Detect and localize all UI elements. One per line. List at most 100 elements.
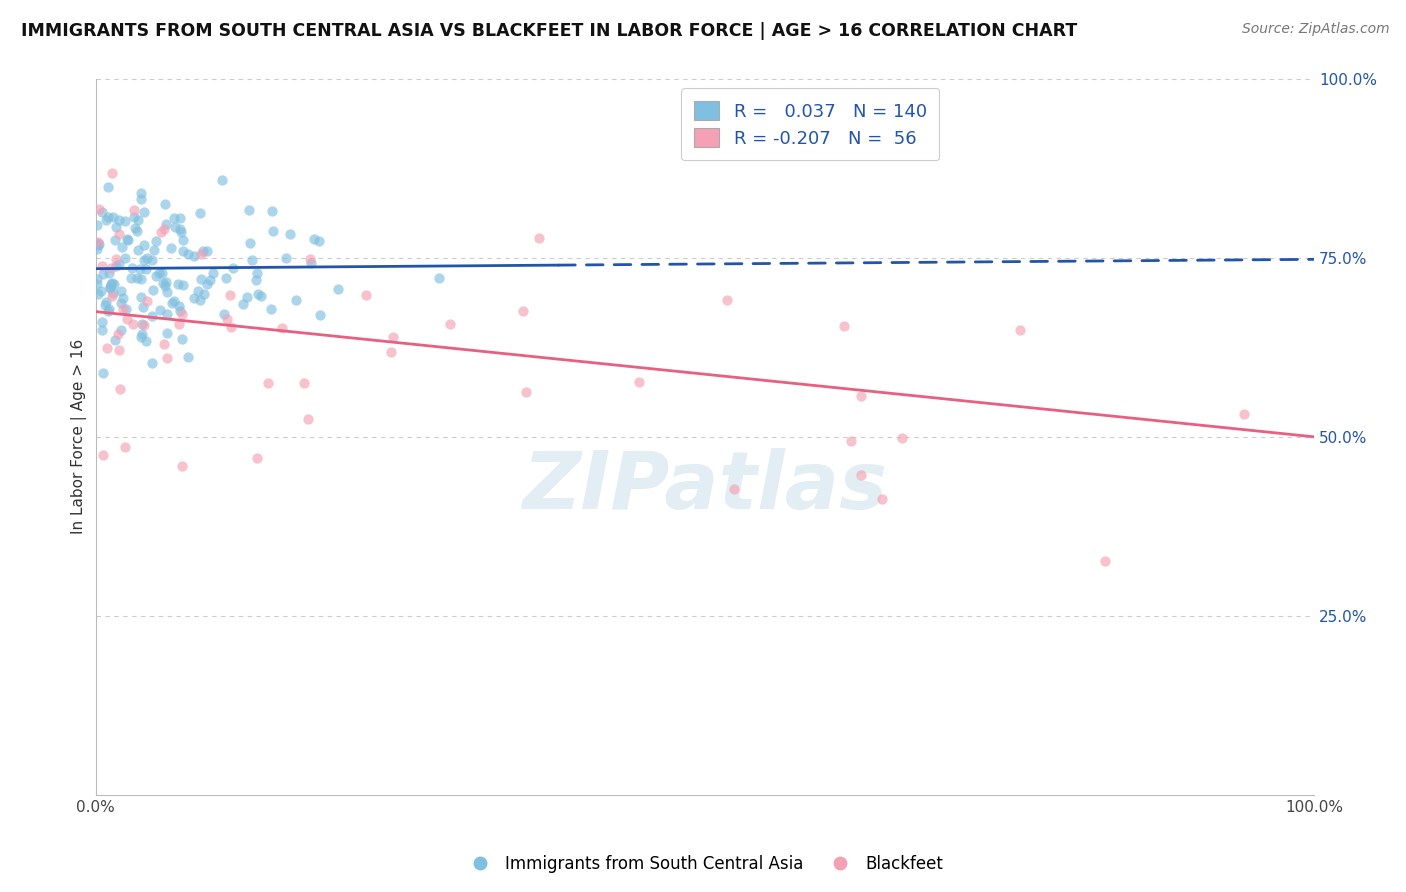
Point bbox=[308, 308, 330, 322]
Point bbox=[122, 318, 145, 332]
Point bbox=[114, 252, 136, 266]
Point bbox=[156, 307, 179, 321]
Point bbox=[129, 262, 152, 277]
Point bbox=[262, 203, 284, 218]
Point bbox=[143, 243, 166, 257]
Point bbox=[91, 260, 114, 274]
Point bbox=[172, 278, 194, 293]
Point bbox=[156, 285, 179, 299]
Text: ZIPatlas: ZIPatlas bbox=[522, 448, 887, 526]
Point bbox=[115, 301, 138, 316]
Point bbox=[101, 276, 124, 290]
Point bbox=[169, 211, 191, 225]
Point bbox=[97, 210, 120, 224]
Point bbox=[285, 293, 308, 307]
Point bbox=[129, 272, 152, 286]
Point bbox=[259, 301, 281, 316]
Point bbox=[250, 289, 273, 303]
Point bbox=[292, 376, 315, 390]
Point bbox=[723, 482, 745, 496]
Point bbox=[98, 281, 121, 295]
Point bbox=[155, 217, 177, 231]
Point bbox=[124, 221, 146, 235]
Point bbox=[1094, 554, 1116, 568]
Point bbox=[124, 203, 146, 218]
Point bbox=[212, 307, 235, 321]
Point bbox=[100, 277, 122, 292]
Point bbox=[1010, 323, 1032, 337]
Point bbox=[86, 218, 108, 232]
Point bbox=[131, 300, 153, 314]
Point bbox=[839, 434, 862, 448]
Point bbox=[107, 326, 129, 341]
Point bbox=[91, 366, 114, 380]
Point bbox=[149, 303, 172, 318]
Point bbox=[141, 252, 163, 267]
Point bbox=[183, 292, 205, 306]
Point bbox=[170, 225, 193, 239]
Point bbox=[115, 312, 138, 326]
Point bbox=[136, 293, 159, 308]
Point bbox=[100, 288, 122, 302]
Point bbox=[134, 204, 156, 219]
Point bbox=[169, 303, 191, 318]
Point bbox=[117, 232, 139, 246]
Legend: Immigrants from South Central Asia, Blackfeet: Immigrants from South Central Asia, Blac… bbox=[457, 848, 949, 880]
Point bbox=[246, 451, 269, 466]
Point bbox=[101, 286, 124, 301]
Point bbox=[183, 249, 205, 263]
Point bbox=[242, 253, 264, 268]
Point bbox=[110, 323, 132, 337]
Point bbox=[512, 303, 534, 318]
Point bbox=[215, 312, 238, 326]
Point bbox=[299, 256, 322, 270]
Point bbox=[100, 260, 122, 275]
Point bbox=[167, 277, 190, 292]
Point bbox=[105, 252, 128, 267]
Point bbox=[163, 211, 186, 226]
Point bbox=[195, 277, 218, 292]
Point bbox=[125, 271, 148, 285]
Point bbox=[162, 296, 184, 310]
Point bbox=[97, 180, 120, 194]
Point bbox=[103, 277, 125, 291]
Point bbox=[86, 287, 108, 301]
Point bbox=[155, 278, 177, 293]
Point bbox=[86, 272, 108, 286]
Point bbox=[195, 244, 218, 258]
Point bbox=[135, 334, 157, 348]
Text: IMMIGRANTS FROM SOUTH CENTRAL ASIA VS BLACKFEET IN LABOR FORCE | AGE > 16 CORREL: IMMIGRANTS FROM SOUTH CENTRAL ASIA VS BL… bbox=[21, 22, 1077, 40]
Point bbox=[246, 287, 269, 301]
Point bbox=[104, 220, 127, 235]
Point bbox=[98, 301, 121, 316]
Point bbox=[246, 267, 269, 281]
Point bbox=[190, 272, 212, 286]
Point bbox=[134, 318, 156, 333]
Point bbox=[104, 334, 127, 348]
Text: Source: ZipAtlas.com: Source: ZipAtlas.com bbox=[1241, 22, 1389, 37]
Point bbox=[302, 232, 325, 246]
Point bbox=[170, 307, 193, 321]
Point bbox=[131, 317, 153, 331]
Point bbox=[108, 212, 131, 227]
Point bbox=[849, 389, 872, 403]
Point bbox=[141, 357, 163, 371]
Point bbox=[111, 239, 134, 253]
Point bbox=[716, 293, 738, 307]
Point bbox=[172, 458, 194, 473]
Point bbox=[110, 284, 132, 298]
Point bbox=[152, 276, 174, 290]
Point bbox=[132, 252, 155, 267]
Point bbox=[87, 237, 110, 252]
Point bbox=[129, 186, 152, 200]
Point bbox=[101, 166, 124, 180]
Point bbox=[145, 235, 167, 249]
Point bbox=[167, 299, 190, 313]
Point bbox=[270, 320, 292, 334]
Point bbox=[135, 251, 157, 265]
Point bbox=[211, 173, 233, 187]
Point bbox=[274, 251, 297, 265]
Point bbox=[172, 233, 194, 247]
Point bbox=[110, 295, 132, 310]
Point bbox=[167, 318, 190, 332]
